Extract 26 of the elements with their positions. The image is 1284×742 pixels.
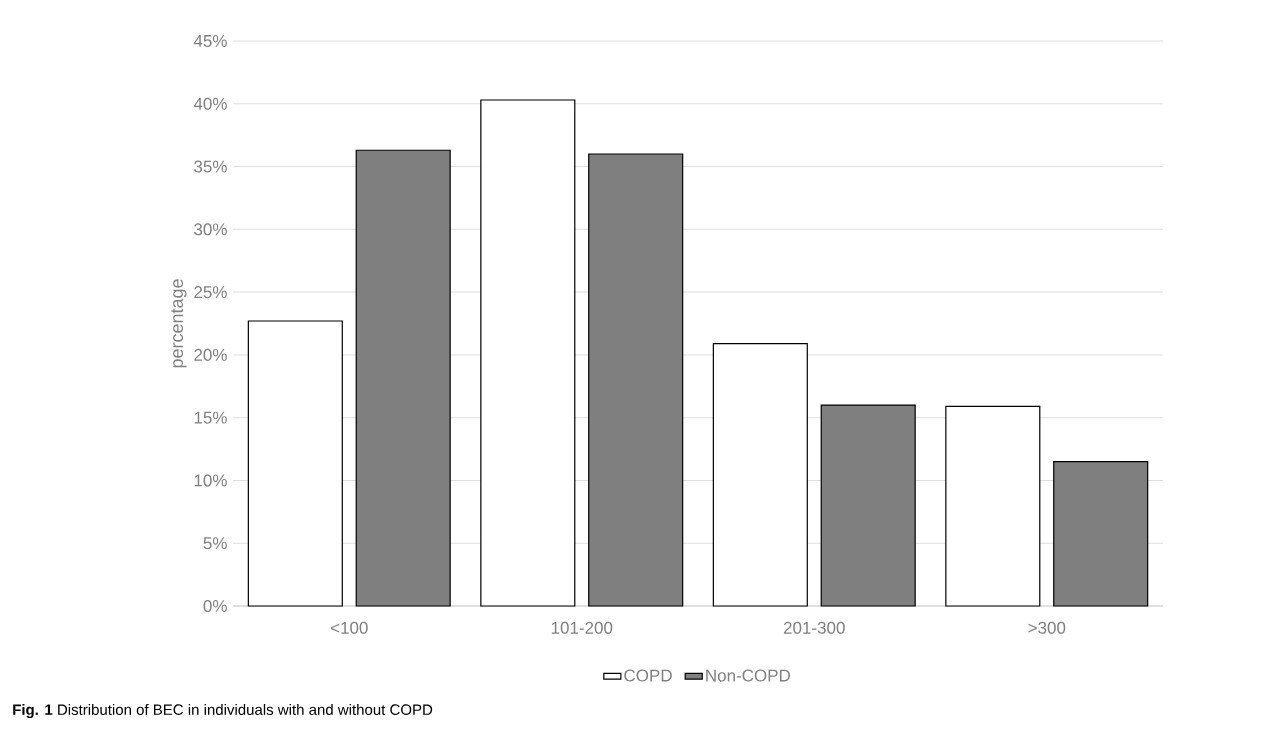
y-tick-label: 20% (194, 348, 227, 361)
y-tick-label: 25% (194, 286, 227, 299)
y-tick-label: 15% (194, 411, 227, 424)
y-tick-label: 35% (194, 160, 227, 173)
legend-label: COPD (624, 669, 672, 682)
x-tick-label: <100 (330, 621, 368, 634)
bar (355, 149, 451, 607)
bar (588, 153, 684, 607)
x-tick-label: 201-300 (783, 621, 845, 634)
bar (945, 405, 1041, 607)
x-tick-label: 101-200 (551, 621, 613, 634)
x-tick-label: >300 (1028, 621, 1066, 634)
y-axis-title: percentage (171, 279, 187, 368)
y-tick-label: 45% (193, 35, 227, 47)
bar (712, 342, 808, 607)
bar (480, 99, 576, 607)
y-tick-label: 30% (194, 223, 227, 236)
y-tick-label: 40% (193, 97, 227, 110)
y-tick-label: 10% (194, 474, 227, 487)
bar (820, 404, 916, 607)
text: Fig. 1 Distribution of BEC in individuals with and without COPD (13, 703, 433, 719)
bar (1053, 461, 1149, 607)
legend-label: Non-COPD (706, 669, 790, 682)
bar (247, 320, 343, 607)
y-tick-label: 0% (203, 599, 227, 613)
y-tick-label: 5% (203, 537, 227, 550)
